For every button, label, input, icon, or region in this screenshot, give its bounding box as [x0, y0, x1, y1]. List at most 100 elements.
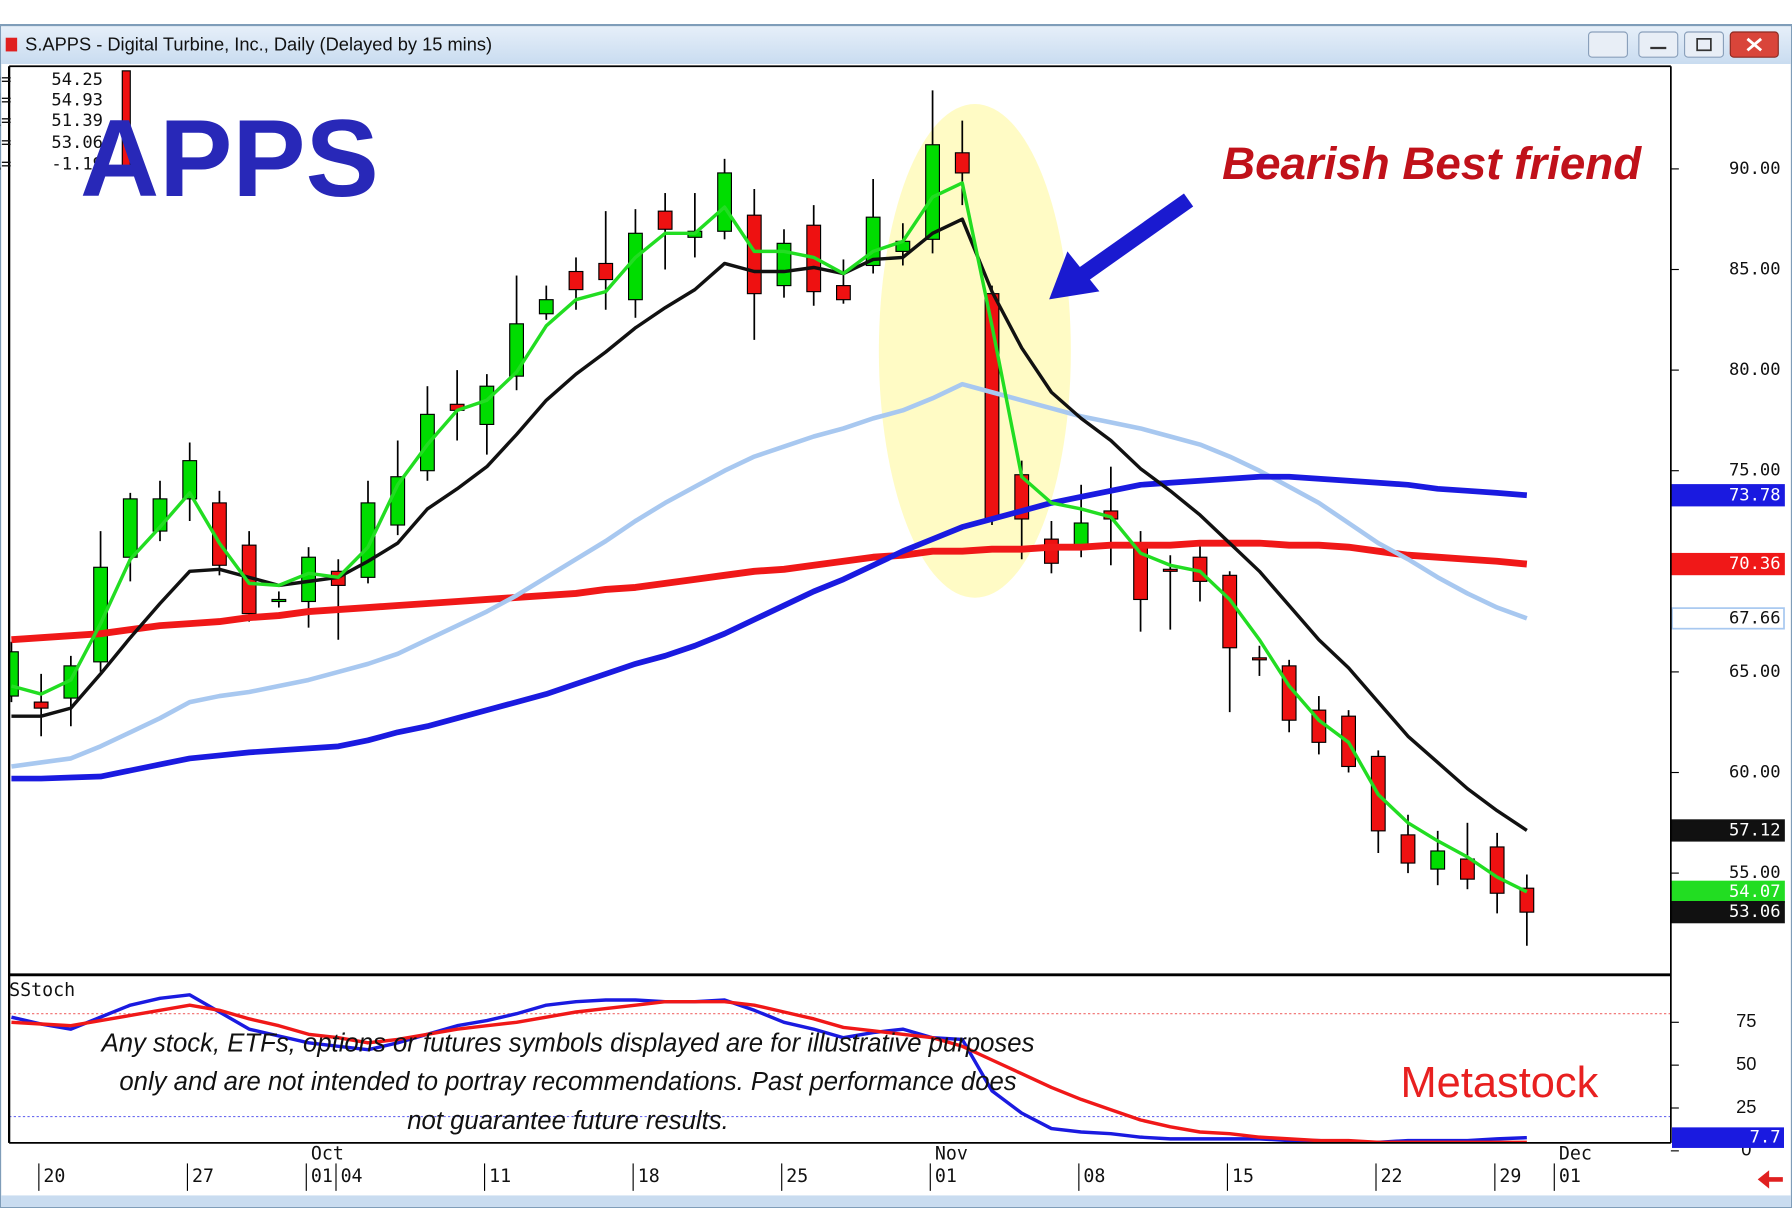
candle-body [1519, 887, 1535, 913]
candle-body [598, 262, 614, 281]
y-tick-label: 55.00 [1729, 863, 1781, 883]
link-button[interactable] [1588, 31, 1628, 58]
price-plot [9, 90, 1535, 946]
month-label: Nov [935, 1143, 968, 1164]
moving-average-line [10, 181, 1528, 894]
last-value-tag-label: 57.12 [1729, 820, 1781, 840]
last-value-tag-label: 70.36 [1729, 554, 1781, 574]
candle-body [9, 651, 19, 697]
moving-average-line [11, 539, 1528, 644]
candle-body [1222, 574, 1238, 649]
maximize-icon [1696, 38, 1712, 52]
close-icon [1746, 37, 1763, 52]
y-tick-label: 25 [1736, 1096, 1756, 1117]
y-tick-label: 50 [1736, 1053, 1756, 1074]
ohlc-readout: O= 54.25 H= 54.93 L= 51.39 C= 53.06 Δ= -1.19 [0, 70, 103, 175]
y-tick-label: 75.00 [1729, 461, 1781, 481]
x-tick-label: 01 [935, 1166, 957, 1187]
y-tick-label: 80.00 [1729, 360, 1781, 380]
candle-body [568, 270, 584, 291]
x-tick-label: 18 [638, 1166, 660, 1187]
window-title: S.APPS - Digital Turbine, Inc., Daily (D… [25, 34, 492, 55]
last-value-tag-label: 67.66 [1729, 608, 1781, 628]
disclaimer-line: only and are not intended to portray rec… [119, 1068, 1016, 1096]
x-tick-label: 11 [489, 1166, 511, 1187]
x-tick-label: 29 [1499, 1166, 1521, 1187]
ohlc-label: O= [0, 70, 11, 90]
title-bar [1, 26, 1791, 65]
candle-body [182, 460, 198, 500]
last-value-tag [1671, 819, 1785, 842]
price-plot-area [9, 66, 1671, 974]
candle-body [776, 242, 792, 287]
last-value-tag-label: 73.78 [1729, 485, 1781, 505]
ohlc-label: C= [0, 133, 11, 153]
ohlc-value: 54.25 [51, 70, 103, 90]
x-tick-label: 20 [43, 1166, 65, 1187]
moving-average-line [11, 217, 1528, 832]
candle-body [271, 598, 287, 603]
scroll-arrow[interactable] [1757, 1170, 1783, 1189]
x-tick-label: 22 [1381, 1166, 1403, 1187]
month-label: Dec [1559, 1143, 1592, 1164]
month-label: Oct [311, 1143, 344, 1164]
last-value-tag [1671, 607, 1785, 630]
last-value-tag [1671, 552, 1785, 576]
last-value-tag [1672, 1127, 1784, 1148]
x-tick-label: 01 [311, 1166, 333, 1187]
ohlc-value: 51.39 [51, 111, 103, 131]
x-tick-label: 01 [1559, 1166, 1581, 1187]
candle-body [717, 172, 732, 232]
disclaimer-line: not guarantee future results. [407, 1107, 728, 1135]
candle-body [509, 323, 524, 377]
last-value-tag-label: 54.07 [1729, 882, 1781, 902]
y-tick-label: 0 [1741, 1139, 1751, 1160]
candle-body [538, 299, 554, 315]
candle-body [954, 152, 970, 174]
candle-body [1430, 850, 1446, 870]
ohlc-label: H= [0, 91, 11, 111]
candle-body [1400, 834, 1416, 864]
app-icon [5, 37, 18, 52]
y-tick-label: 85.00 [1729, 260, 1781, 280]
ohlc-value: -1.19 [51, 155, 103, 175]
stoch-title: SStoch [9, 980, 75, 1001]
candle-body [1162, 568, 1178, 572]
candle-body [628, 232, 643, 301]
stoch-line [11, 1000, 1527, 1143]
maximize-button[interactable] [1684, 31, 1724, 58]
arrow-head [1049, 251, 1100, 300]
candle-body [93, 566, 108, 663]
moving-average-line [11, 473, 1528, 782]
candle-body [33, 701, 49, 709]
y-tick-label: 60.00 [1729, 763, 1781, 783]
candle-body [1044, 538, 1059, 564]
status-bar [1, 1195, 1791, 1207]
brand: Metastock [1401, 1059, 1599, 1107]
x-tick-label: 04 [341, 1166, 363, 1187]
candle-body [122, 498, 138, 558]
y-tick-label: 65.00 [1729, 662, 1781, 682]
x-tick-label: 15 [1232, 1166, 1254, 1187]
ohlc-label: Δ= [0, 155, 11, 175]
disclaimer-line: Any stock, ETFs, options or futures symb… [100, 1029, 1035, 1057]
x-tick-label: 27 [192, 1166, 214, 1187]
x-tick-label: 25 [786, 1166, 808, 1187]
candle-body [1252, 657, 1267, 661]
axes: 55.00 60.00 65.00 75.00 80.00 85.00 90.00 70.36… [38, 159, 1785, 1191]
ohlc-value: 53.06 [51, 133, 103, 153]
close-tag-label: 53.06 [1729, 902, 1781, 922]
candle-body [746, 214, 762, 295]
y-tick-label: 90.00 [1729, 159, 1781, 179]
x-tick-label: 08 [1083, 1166, 1105, 1187]
candle-body [1489, 846, 1505, 894]
candle-body [479, 385, 495, 425]
minimize-button[interactable] [1638, 31, 1679, 58]
ohlc-value: 54.93 [51, 91, 103, 111]
last-value-tag [1671, 484, 1785, 507]
y-tick-label: 75 [1736, 1010, 1756, 1031]
candle-body [925, 144, 940, 240]
stoch-plot [9, 993, 1671, 1143]
